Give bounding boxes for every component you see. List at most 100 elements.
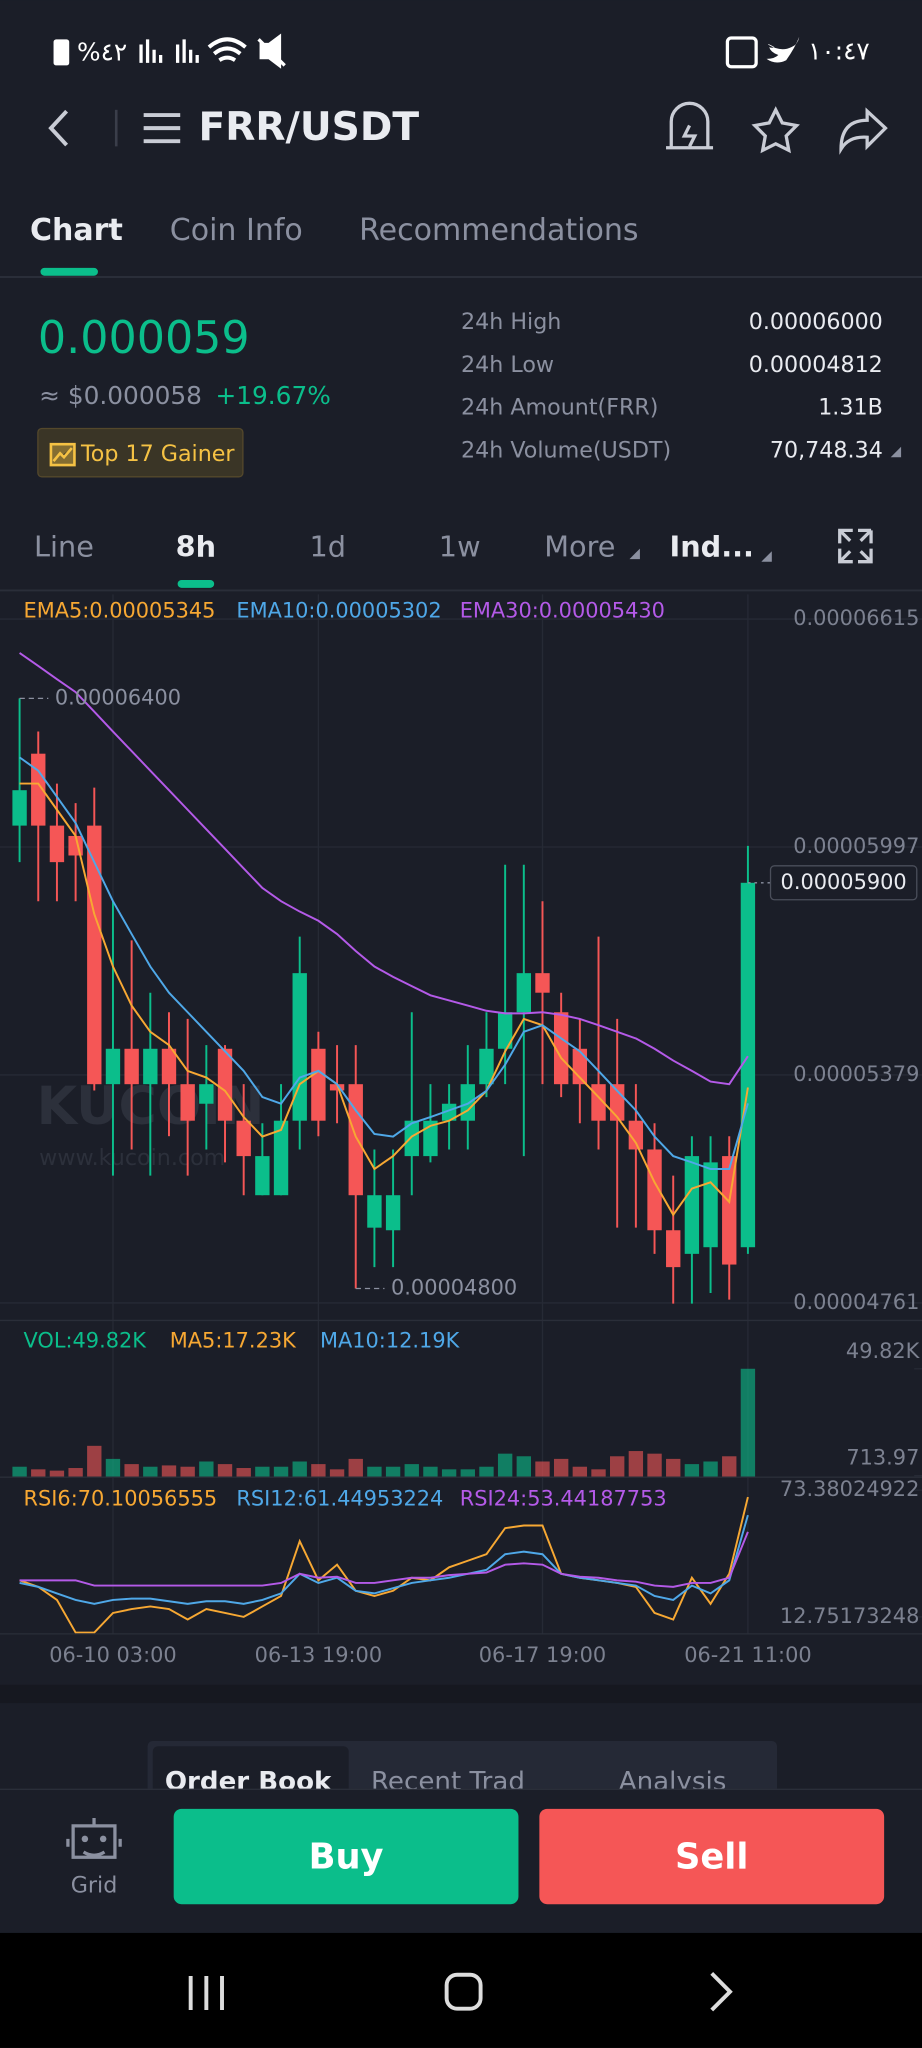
legend-entry: EMA30:0.00005430 — [460, 598, 665, 622]
candle-body — [441, 1103, 457, 1121]
candle-body — [124, 1048, 139, 1085]
volume-bar — [684, 1464, 700, 1478]
x-tick-label: 06-10 03:00 — [49, 1643, 176, 1667]
interval[interactable]: Ind... — [670, 530, 754, 564]
y-tick-label: 0.00004761 — [793, 1290, 919, 1314]
candle-body — [236, 1120, 251, 1157]
candle-body — [385, 1195, 401, 1231]
legend-entry: EMA5:0.00005345 — [24, 598, 216, 622]
status-bar: %٤٢ ١٠:٤٧ — [53, 33, 870, 69]
interval[interactable]: Line — [34, 530, 94, 564]
stat-label: 24h Volume(USDT) — [461, 437, 671, 463]
ema-line — [19, 756, 749, 1170]
buy-label: Buy — [309, 1837, 384, 1878]
volume-bar — [572, 1466, 588, 1478]
last-price-box — [769, 865, 918, 901]
grid-button[interactable]: Grid — [71, 1872, 118, 1898]
buy-button[interactable] — [173, 1808, 519, 1905]
volume-bar — [385, 1466, 401, 1478]
volume-bar — [105, 1458, 121, 1478]
interval[interactable]: 8h — [176, 530, 216, 564]
nav-bar — [0, 1932, 922, 2048]
grid-icon — [66, 1818, 122, 1859]
volume-bar — [441, 1469, 457, 1478]
volume-bar — [348, 1458, 363, 1478]
stats: 24h High 0.00006000 24h Low 0.00004812 24h A… — [461, 309, 883, 463]
battery-icon — [53, 39, 70, 66]
interval[interactable]: More — [544, 530, 615, 564]
last-price: 0.000059 — [38, 313, 250, 364]
translate-icon — [725, 36, 758, 69]
volume-tick-label: 49.82K — [846, 1339, 921, 1363]
volume-bar — [516, 1456, 531, 1478]
ema-line — [19, 652, 749, 1086]
candle-body — [479, 1048, 494, 1085]
twitter-icon — [766, 36, 800, 63]
fullscreen-button[interactable] — [838, 528, 873, 564]
badge-icon — [49, 442, 76, 467]
rsi-tick-label: 73.38024922 — [780, 1477, 919, 1501]
candle-body — [460, 1084, 475, 1121]
tab[interactable]: Coin Info — [170, 213, 303, 248]
candle-body — [497, 1012, 513, 1049]
chart-plot: EMA5:0.00005345 EMA10:0.00005302 EMA30:0.0… — [12, 598, 921, 1634]
stat-label: 24h High — [461, 309, 561, 335]
volume-bar — [124, 1464, 139, 1478]
tab[interactable]: Chart — [30, 213, 123, 248]
volume-bar — [628, 1451, 644, 1478]
candle-body — [684, 1156, 700, 1254]
tab-indicator — [40, 267, 98, 276]
rsi-legend: RSI24:53.44187753 — [460, 1486, 667, 1510]
dropdown-icon — [629, 548, 640, 560]
section-gap — [0, 1684, 922, 1704]
grid-icon-eye — [99, 1835, 107, 1843]
x-tick-label: 06-21 11:00 — [684, 1643, 811, 1667]
volume-bar — [610, 1456, 625, 1478]
volume-tick-label: 713.97 — [846, 1446, 919, 1470]
volume-bar — [311, 1464, 326, 1478]
candle-body — [367, 1195, 382, 1228]
interval[interactable]: 1w — [439, 530, 481, 564]
favorite-button[interactable] — [751, 106, 800, 154]
candle-body — [161, 1048, 177, 1085]
candle-body — [255, 1156, 270, 1196]
volume-bar — [647, 1453, 662, 1478]
stat-value: 0.00006000 — [749, 309, 883, 335]
gainer-badge[interactable] — [37, 427, 244, 478]
candle-body — [49, 825, 65, 863]
sell-button[interactable] — [539, 1808, 885, 1905]
last-price-label: 0.00005900 — [781, 870, 907, 894]
candle-body — [647, 1149, 662, 1231]
volume-bar — [404, 1464, 419, 1478]
interval-indicator — [177, 579, 215, 588]
volume-bar — [199, 1461, 214, 1478]
ema-line — [19, 782, 749, 1217]
volume-bar — [591, 1469, 606, 1478]
clock: ١٠:٤٧ — [808, 36, 870, 65]
tab[interactable]: Recommendations — [359, 213, 638, 248]
y-tick-label: 0.00005997 — [793, 834, 919, 858]
volume-bar — [217, 1464, 233, 1478]
interval[interactable]: 1d — [310, 530, 347, 564]
home-button[interactable] — [444, 1972, 483, 2011]
pair-title: FRR/USDT — [199, 105, 420, 150]
rsi-tick-label: 12.75173248 — [780, 1604, 919, 1628]
volume-bar — [740, 1368, 756, 1478]
share-button[interactable] — [839, 107, 888, 155]
x-tick-label: 06-13 19:00 — [255, 1643, 382, 1667]
stat-value: 70,748.34 — [770, 437, 883, 463]
menu-button[interactable] — [143, 113, 181, 144]
candle-body — [311, 1048, 326, 1121]
back-button[interactable] — [48, 109, 69, 147]
back-nav-button[interactable] — [710, 1972, 733, 2012]
volume-bar — [292, 1461, 307, 1478]
mute-icon — [257, 33, 286, 69]
signal-icon — [139, 39, 199, 63]
grid-icon-eye — [81, 1835, 89, 1843]
volume-bar — [497, 1453, 513, 1478]
alert-button[interactable] — [666, 101, 714, 150]
recents-button[interactable] — [188, 1976, 224, 2010]
candle-body — [31, 753, 46, 826]
volume-bar — [460, 1469, 475, 1478]
